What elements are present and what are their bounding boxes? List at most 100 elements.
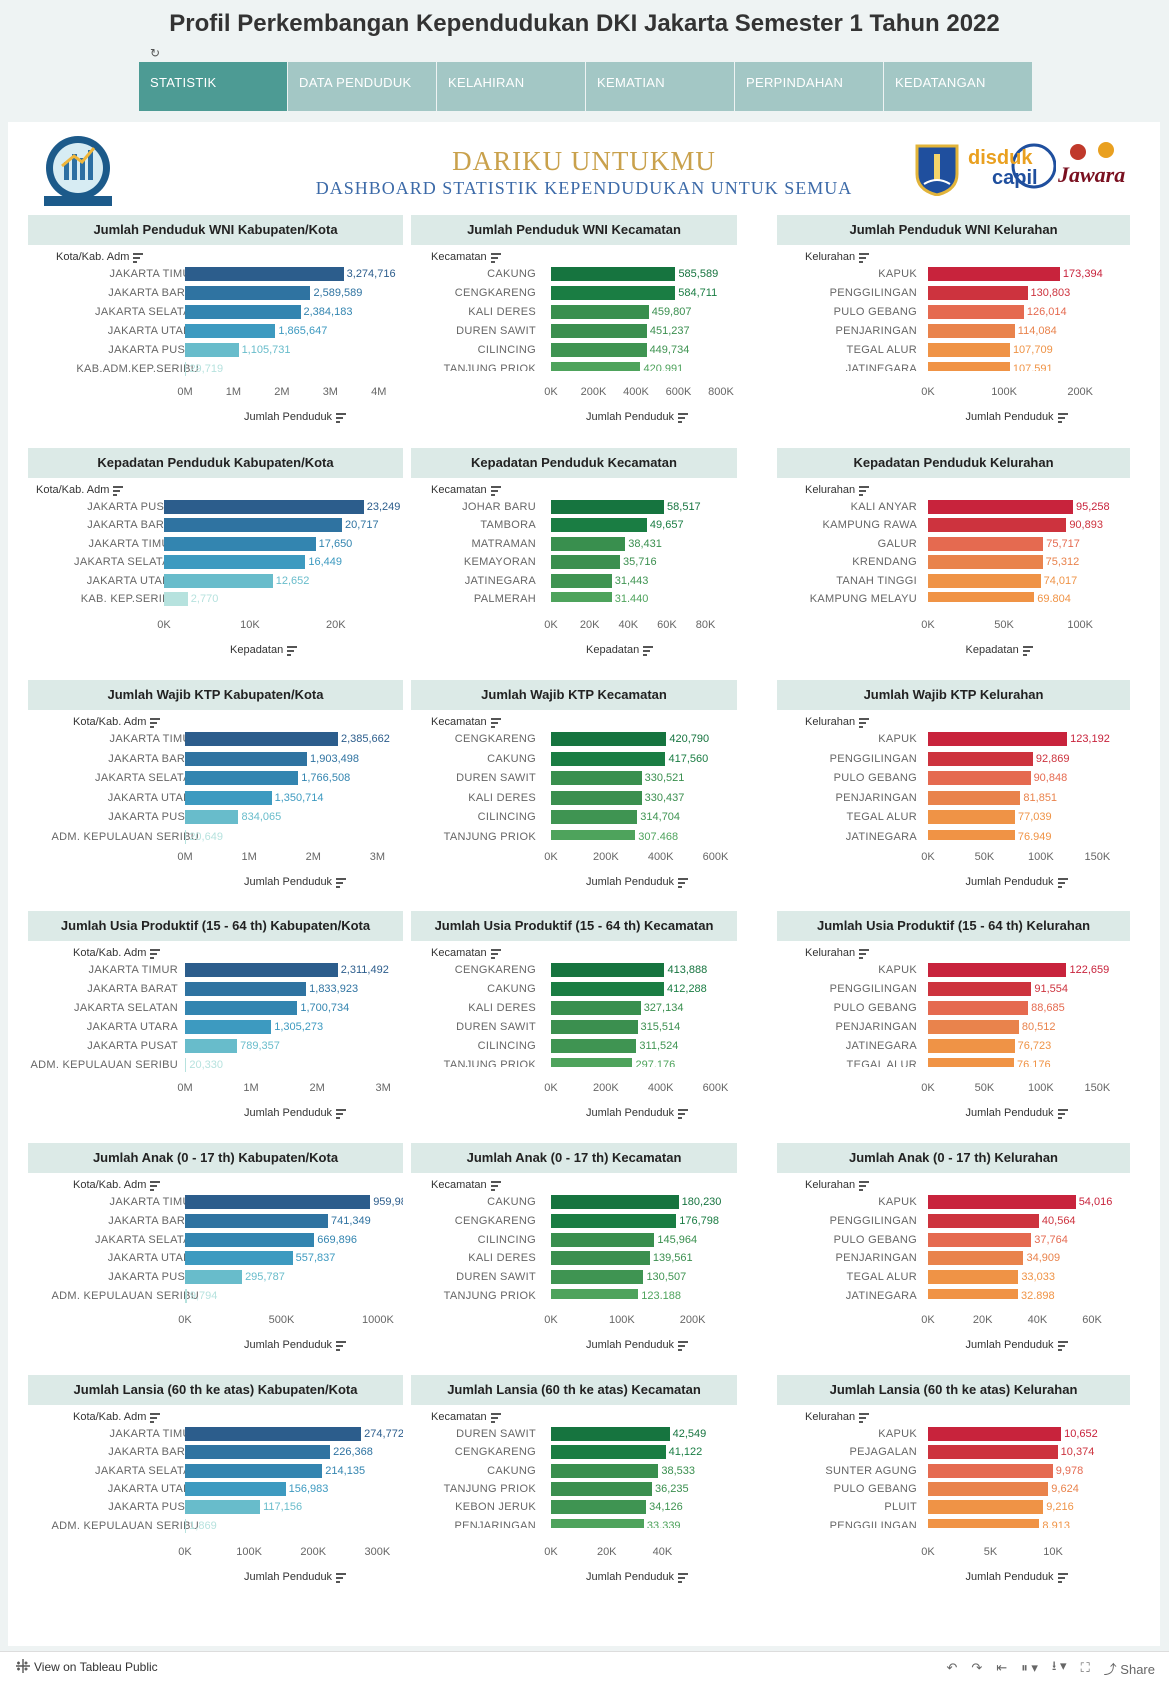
bar[interactable] [551, 830, 636, 840]
bar[interactable] [164, 592, 188, 606]
sort-icon[interactable] [859, 717, 870, 728]
bar[interactable] [551, 981, 665, 996]
bar[interactable] [185, 981, 307, 996]
sort-icon[interactable] [859, 485, 870, 496]
bar[interactable] [185, 1019, 272, 1034]
bar[interactable] [928, 790, 1021, 805]
x-axis-title[interactable]: Jumlah Penduduk [244, 1107, 347, 1119]
bar[interactable] [928, 1289, 1018, 1299]
bar[interactable] [928, 1195, 1076, 1209]
sort-icon[interactable] [336, 1340, 347, 1351]
tab-kematian[interactable]: KEMATIAN [586, 62, 734, 111]
bar[interactable] [185, 732, 338, 746]
sort-icon[interactable] [643, 645, 654, 656]
sort-icon[interactable] [490, 1412, 501, 1423]
category-header[interactable]: Kecamatan [431, 251, 501, 263]
fullscreen-icon[interactable]: ⛶ [1080, 1660, 1090, 1675]
bar[interactable] [551, 536, 626, 551]
bar[interactable] [551, 323, 647, 338]
bar[interactable] [551, 518, 647, 533]
bar[interactable] [164, 500, 364, 514]
bar[interactable] [551, 1251, 650, 1266]
bar[interactable] [928, 267, 1060, 281]
undo-icon[interactable]: ↶ [946, 1660, 958, 1675]
sort-icon[interactable] [287, 645, 298, 656]
x-axis-title[interactable]: Jumlah Penduduk [244, 876, 347, 888]
x-axis-title[interactable]: Jumlah Penduduk [244, 1571, 347, 1583]
bar[interactable] [928, 1057, 1014, 1067]
view-on-tableau-link[interactable]: View on Tableau Public [34, 1660, 158, 1674]
bar[interactable] [185, 323, 276, 338]
x-axis-title[interactable]: Jumlah Penduduk [966, 876, 1068, 888]
bar[interactable] [185, 1289, 187, 1303]
x-axis-title[interactable]: Jumlah Penduduk [244, 411, 347, 423]
bar[interactable] [185, 342, 239, 357]
bar[interactable] [551, 1518, 644, 1528]
bar[interactable] [928, 1038, 1015, 1053]
sort-icon[interactable] [490, 485, 501, 496]
tab-data-penduduk[interactable]: DATA PENDUDUK [288, 62, 436, 111]
category-header[interactable]: Kecamatan [431, 947, 501, 959]
x-axis-title[interactable]: Jumlah Penduduk [586, 1107, 689, 1119]
sort-icon[interactable] [1057, 1572, 1068, 1583]
tab-perpindahan[interactable]: PERPINDAHAN [735, 62, 883, 111]
sort-icon[interactable] [1057, 412, 1068, 423]
bar[interactable] [551, 500, 665, 514]
bar[interactable] [185, 1000, 298, 1015]
bar[interactable] [185, 361, 187, 376]
bar[interactable] [185, 1270, 243, 1285]
bar[interactable] [928, 1500, 1044, 1515]
bar[interactable] [928, 323, 1015, 338]
bar[interactable] [928, 285, 1028, 300]
bar[interactable] [551, 1445, 666, 1460]
bar[interactable] [551, 1232, 655, 1247]
sort-icon[interactable] [336, 1108, 347, 1119]
refresh-icon[interactable]: ↻ [150, 46, 161, 60]
bar[interactable] [551, 1000, 641, 1015]
bar[interactable] [928, 1019, 1019, 1034]
sort-icon[interactable] [150, 948, 161, 959]
bar[interactable] [551, 267, 676, 281]
x-axis-title[interactable]: Jumlah Penduduk [586, 876, 689, 888]
bar[interactable] [928, 1481, 1049, 1496]
sort-icon[interactable] [336, 412, 347, 423]
bar[interactable] [928, 518, 1067, 533]
bar[interactable] [185, 1057, 187, 1072]
bar[interactable] [928, 1445, 1058, 1460]
category-header[interactable]: Kota/Kab. Adm [73, 1179, 161, 1191]
pause-icon[interactable]: ⏸ ▾ [1021, 1660, 1038, 1675]
category-header[interactable]: Kota/Kab. Adm [73, 1411, 161, 1423]
bar[interactable] [551, 1038, 637, 1053]
bar[interactable] [928, 555, 1043, 570]
bar[interactable] [185, 1232, 315, 1247]
bar[interactable] [185, 751, 308, 766]
bar[interactable] [551, 751, 666, 766]
category-header[interactable]: Kelurahan [805, 716, 870, 728]
sort-icon[interactable] [490, 252, 501, 263]
sort-icon[interactable] [490, 717, 501, 728]
sort-icon[interactable] [859, 252, 870, 263]
tab-kedatangan[interactable]: KEDATANGAN [884, 62, 1032, 111]
x-axis-title[interactable]: Kepadatan [230, 644, 298, 656]
sort-icon[interactable] [678, 1572, 689, 1583]
category-header[interactable]: Kecamatan [431, 1411, 501, 1423]
bar[interactable] [928, 1427, 1062, 1441]
bar[interactable] [928, 500, 1073, 514]
sort-icon[interactable] [336, 1572, 347, 1583]
x-axis-title[interactable]: Jumlah Penduduk [244, 1339, 347, 1351]
bar[interactable] [164, 518, 342, 533]
bar[interactable] [164, 573, 273, 588]
bar[interactable] [551, 285, 676, 300]
tab-statistik[interactable]: STATISTIK [139, 62, 287, 111]
bar[interactable] [551, 573, 612, 588]
bar[interactable] [185, 267, 344, 281]
bar[interactable] [551, 1500, 647, 1515]
category-header[interactable]: Kota/Kab. Adm [73, 947, 161, 959]
bar[interactable] [928, 1213, 1039, 1228]
sort-icon[interactable] [678, 412, 689, 423]
bar[interactable] [928, 1518, 1040, 1528]
sort-icon[interactable] [336, 877, 347, 888]
sort-icon[interactable] [490, 1180, 501, 1191]
share-button[interactable]: ⤴ Share [1103, 1661, 1155, 1677]
sort-icon[interactable] [859, 1412, 870, 1423]
